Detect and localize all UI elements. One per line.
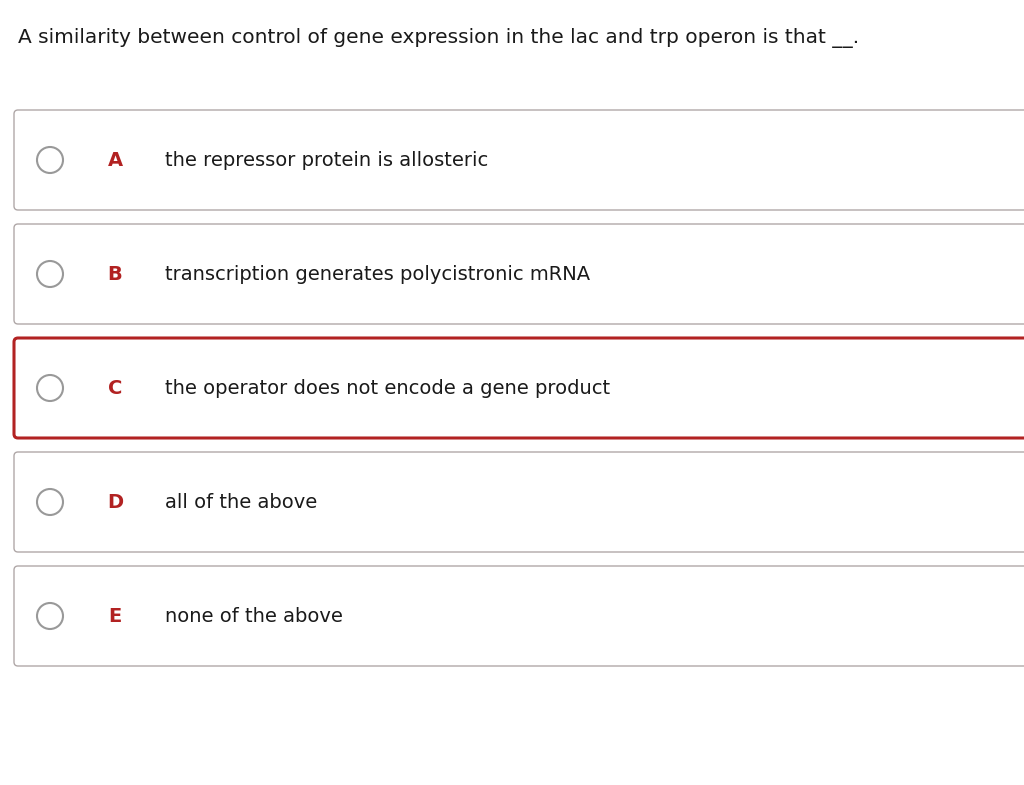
Text: none of the above: none of the above	[165, 607, 343, 626]
Text: B: B	[108, 265, 123, 283]
Circle shape	[37, 489, 63, 515]
Text: the operator does not encode a gene product: the operator does not encode a gene prod…	[165, 378, 610, 397]
Text: E: E	[109, 607, 122, 626]
FancyBboxPatch shape	[14, 224, 1024, 324]
FancyBboxPatch shape	[14, 452, 1024, 552]
FancyBboxPatch shape	[14, 338, 1024, 438]
Text: C: C	[108, 378, 122, 397]
FancyBboxPatch shape	[14, 110, 1024, 210]
Text: A similarity between control of gene expression in the lac and trp operon is tha: A similarity between control of gene exp…	[18, 28, 859, 48]
FancyBboxPatch shape	[14, 566, 1024, 666]
Text: transcription generates polycistronic mRNA: transcription generates polycistronic mR…	[165, 265, 590, 283]
Circle shape	[37, 375, 63, 401]
Text: all of the above: all of the above	[165, 492, 317, 512]
Circle shape	[37, 603, 63, 629]
Circle shape	[37, 147, 63, 173]
Text: D: D	[106, 492, 123, 512]
Circle shape	[37, 261, 63, 287]
Text: A: A	[108, 151, 123, 170]
Text: the repressor protein is allosteric: the repressor protein is allosteric	[165, 151, 488, 170]
